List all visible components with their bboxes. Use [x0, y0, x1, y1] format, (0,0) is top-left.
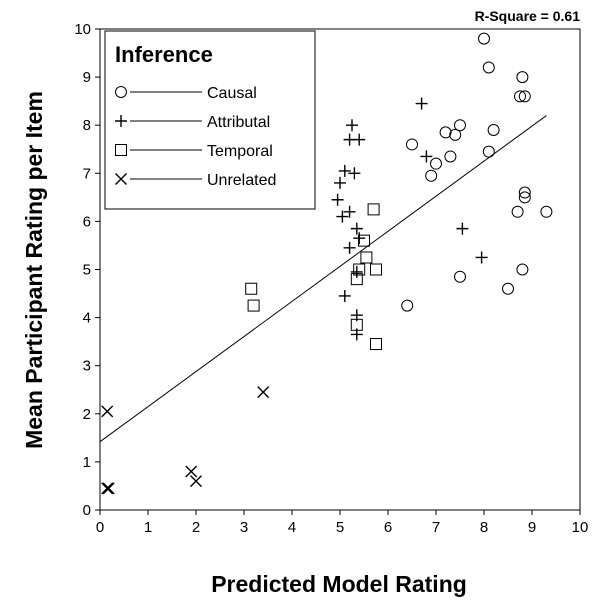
r-square-annotation: R-Square = 0.61 [475, 8, 581, 24]
x-tick-label: 9 [528, 519, 536, 536]
point-causal [425, 169, 438, 182]
point-temporal [350, 318, 363, 331]
legend-title: Inference [115, 42, 213, 67]
point-attributal [348, 167, 361, 180]
point-temporal [350, 273, 363, 286]
x-tick-label: 1 [144, 519, 152, 536]
point-attributal [331, 193, 344, 206]
point-temporal [358, 234, 370, 247]
x-tick-label: 6 [384, 519, 392, 536]
point-unrelated [102, 482, 115, 495]
point-causal [482, 61, 495, 74]
point-causal [401, 299, 414, 312]
point-attributal [346, 119, 358, 132]
point-attributal [336, 210, 349, 223]
point-causal [454, 119, 466, 132]
legend-marker-causal [115, 86, 127, 98]
x-tick-label: 5 [336, 519, 344, 536]
y-tick-label: 2 [83, 406, 91, 423]
y-tick-label: 5 [83, 262, 91, 279]
x-tick-label: 7 [432, 519, 440, 536]
y-tick-label: 7 [83, 165, 91, 182]
point-temporal [247, 299, 260, 312]
point-causal [540, 205, 553, 218]
point-causal [444, 150, 457, 163]
point-attributal [334, 176, 346, 189]
point-attributal [456, 222, 469, 235]
plot-area: 0 1 2 3 4 5 6 7 8 9 10 0 1 2 3 4 5 6 7 8 9 10 [74, 21, 588, 536]
point-temporal [353, 263, 366, 276]
point-attributal [338, 289, 351, 302]
legend-label-unrelated: Unrelated [207, 172, 276, 189]
x-tick-label: 10 [572, 519, 589, 536]
point-causal [518, 186, 531, 199]
point-causal [516, 263, 529, 276]
y-tick-label: 9 [83, 69, 91, 86]
point-causal [516, 71, 529, 84]
point-attributal [343, 205, 356, 218]
point-attributal [350, 265, 363, 278]
y-tick-label: 10 [74, 21, 91, 38]
point-causal [514, 90, 526, 103]
point-attributal [353, 133, 366, 146]
point-unrelated [185, 465, 198, 478]
point-temporal [367, 203, 380, 216]
y-axis-title: Mean Participant Rating per Item [21, 91, 47, 449]
legend-marker-temporal [115, 144, 127, 156]
legend-marker-unrelated [115, 173, 127, 185]
point-causal [487, 124, 500, 137]
point-temporal [370, 263, 382, 276]
point-causal [439, 126, 452, 139]
y-tick-label: 4 [83, 310, 91, 327]
point-attributal [350, 222, 363, 235]
point-attributal [420, 150, 433, 163]
point-attributal [338, 164, 351, 177]
point-attributal [415, 97, 428, 110]
legend-items: Causal Attributal Temporal Unrelated [115, 85, 276, 189]
point-causal [482, 145, 495, 158]
legend-label-attributal: Attributal [207, 114, 270, 131]
point-attributal [475, 251, 488, 264]
x-tick-label: 8 [480, 519, 488, 536]
y-tick-label: 1 [83, 454, 91, 471]
legend-label-temporal: Temporal [207, 143, 273, 160]
point-unrelated [190, 475, 202, 488]
point-unrelated [101, 482, 114, 495]
point-causal [518, 90, 531, 103]
point-unrelated [257, 386, 270, 399]
y-tick-label: 6 [83, 213, 91, 230]
point-causal [454, 270, 466, 283]
point-causal [478, 32, 490, 45]
point-causal [518, 191, 531, 204]
legend-label-causal: Causal [207, 85, 257, 102]
point-causal [406, 138, 418, 151]
y-tick-label: 0 [83, 502, 91, 519]
point-temporal [360, 251, 373, 264]
point-causal [449, 128, 462, 141]
regression-line [99, 115, 547, 443]
point-causal [502, 282, 514, 295]
point-causal [430, 157, 442, 170]
y-tick-label: 8 [83, 117, 91, 134]
x-tick-label: 3 [240, 519, 248, 536]
point-unrelated [101, 405, 114, 418]
legend-marker-attributal [115, 115, 127, 127]
x-axis-title: Predicted Model Rating [211, 571, 467, 597]
point-temporal [370, 338, 382, 351]
x-tick-label: 2 [192, 519, 200, 536]
point-causal [511, 205, 524, 218]
x-tick-label: 4 [288, 519, 296, 536]
point-attributal [343, 241, 356, 254]
point-attributal [353, 232, 366, 245]
y-tick-label: 3 [83, 358, 91, 375]
point-temporal [245, 282, 258, 295]
x-tick-label: 0 [96, 519, 104, 536]
legend: Inference Causal Attributal Temporal Unrela… [104, 30, 316, 210]
